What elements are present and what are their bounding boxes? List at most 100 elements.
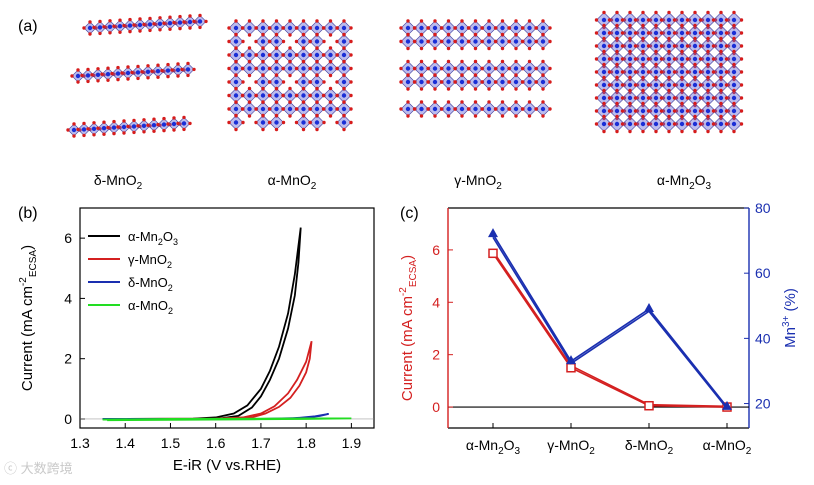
delta-o-atom (178, 14, 182, 19)
bixbyite-o-atom (607, 83, 612, 87)
gamma-o-atom (433, 100, 437, 104)
alpha-mn-atom (233, 120, 239, 125)
left-tick-label: 2 (432, 347, 440, 363)
x-axis-label: E-iR (V vs.RHE) (173, 457, 281, 474)
gamma-o-atom (412, 80, 417, 84)
delta-o-atom (88, 20, 92, 24)
bixbyite-o-atom (654, 88, 658, 93)
bixbyite-mn-atom (627, 69, 633, 75)
alpha-o-atom (294, 80, 299, 84)
alpha-o-atom (254, 80, 258, 84)
bixbyite-o-atom (667, 88, 671, 93)
alpha-o-atom (294, 26, 299, 30)
bixbyite-o-atom (602, 75, 606, 80)
bixbyite-o-atom (646, 18, 651, 22)
alpha-o-atom (335, 66, 339, 71)
gamma-o-atom (406, 59, 410, 64)
bixbyite-mn-atom (666, 30, 672, 36)
gamma-mn-atom (419, 106, 424, 112)
alpha-o-atom (234, 46, 238, 50)
delta-o-atom (128, 29, 132, 34)
bixbyite-mn-atom (692, 69, 698, 75)
left-tick-label: 6 (432, 242, 440, 258)
alpha-o-atom (349, 39, 353, 44)
alpha-o-atom (328, 33, 333, 37)
bixbyite-o-atom (628, 129, 632, 134)
bixbyite-o-atom (667, 36, 671, 41)
delta-o-atom (138, 29, 142, 33)
bixbyite-o-atom (646, 57, 651, 61)
alpha-mn-atom (233, 25, 239, 31)
series-line (492, 250, 728, 408)
gamma-mn-atom (459, 79, 465, 85)
bixbyite-mn-atom (692, 43, 698, 49)
alpha-o-atom (349, 66, 353, 71)
gamma-o-atom (473, 59, 478, 64)
alpha-mn-atom (287, 52, 293, 58)
bixbyite-mn-atom (666, 69, 672, 75)
gamma-o-atom (548, 39, 552, 44)
gamma-o-atom (487, 114, 491, 118)
delta-o-atom (132, 23, 136, 27)
gamma-o-atom (514, 46, 518, 51)
gamma-o-atom (460, 114, 464, 118)
bixbyite-o-atom (685, 83, 690, 87)
gamma-o-atom (433, 73, 437, 77)
alpha-o-atom (349, 120, 353, 125)
gamma-o-atom (520, 26, 525, 30)
delta-o-atom (122, 119, 126, 123)
gamma-o-atom (406, 73, 410, 77)
bixbyite-o-atom (667, 114, 671, 119)
bixbyite-mn-atom (627, 82, 633, 88)
bixbyite-o-atom (667, 62, 671, 67)
bixbyite-mn-atom (614, 121, 620, 127)
alpha-mn-atom (328, 106, 333, 112)
alpha-o-atom (254, 53, 258, 57)
bixbyite-o-atom (672, 109, 677, 113)
alpha-mn-atom (301, 120, 306, 125)
alpha-mn-atom (260, 106, 266, 112)
bixbyite-o-atom (672, 18, 677, 22)
gamma-o-atom (466, 80, 471, 84)
bixbyite-o-atom (594, 96, 599, 100)
bixbyite-mn-atom (614, 56, 620, 62)
gamma-o-atom (520, 66, 525, 71)
alpha-o-atom (227, 26, 231, 30)
alpha-mn-atom (328, 52, 333, 58)
bixbyite-o-atom (628, 75, 632, 80)
bixbyite-mn-atom (666, 43, 672, 49)
bixbyite-o-atom (654, 101, 658, 106)
bixbyite-o-atom (654, 23, 658, 28)
bixbyite-mn-atom (601, 43, 607, 49)
alpha-o-atom (288, 46, 292, 50)
alpha-mn-atom (274, 25, 279, 31)
bixbyite-o-atom (724, 18, 729, 22)
bixbyite-o-atom (654, 75, 658, 80)
panel-a-label: (a) (18, 18, 38, 35)
bixbyite-mn-atom (640, 17, 646, 23)
panel-b-label: (b) (18, 205, 38, 222)
gamma-o-atom (473, 73, 478, 77)
bixbyite-o-atom (672, 83, 677, 87)
bixbyite-o-atom (654, 49, 658, 54)
alpha-o-atom (301, 100, 306, 104)
bixbyite-o-atom (672, 57, 677, 61)
delta-mn-atom (95, 72, 101, 78)
bixbyite-o-atom (739, 96, 744, 100)
bixbyite-mn-atom (718, 82, 724, 88)
delta-mn-atom (105, 72, 111, 77)
bixbyite-o-atom (620, 57, 625, 61)
alpha-mn-atom (260, 79, 266, 85)
bixbyite-o-atom (724, 44, 729, 48)
delta-o-atom (182, 20, 186, 24)
gamma-mn-atom (432, 106, 438, 112)
gamma-mn-atom (486, 39, 492, 44)
delta-mn-atom (87, 25, 93, 31)
alpha-mn-atom (301, 52, 306, 58)
gamma-mn-atom (419, 25, 424, 31)
bixbyite-o-atom (724, 109, 729, 113)
alpha-mn-atom (287, 93, 293, 98)
alpha-o-atom (234, 100, 238, 104)
bixbyite-o-atom (594, 44, 599, 48)
alpha-mn-atom (314, 39, 320, 44)
